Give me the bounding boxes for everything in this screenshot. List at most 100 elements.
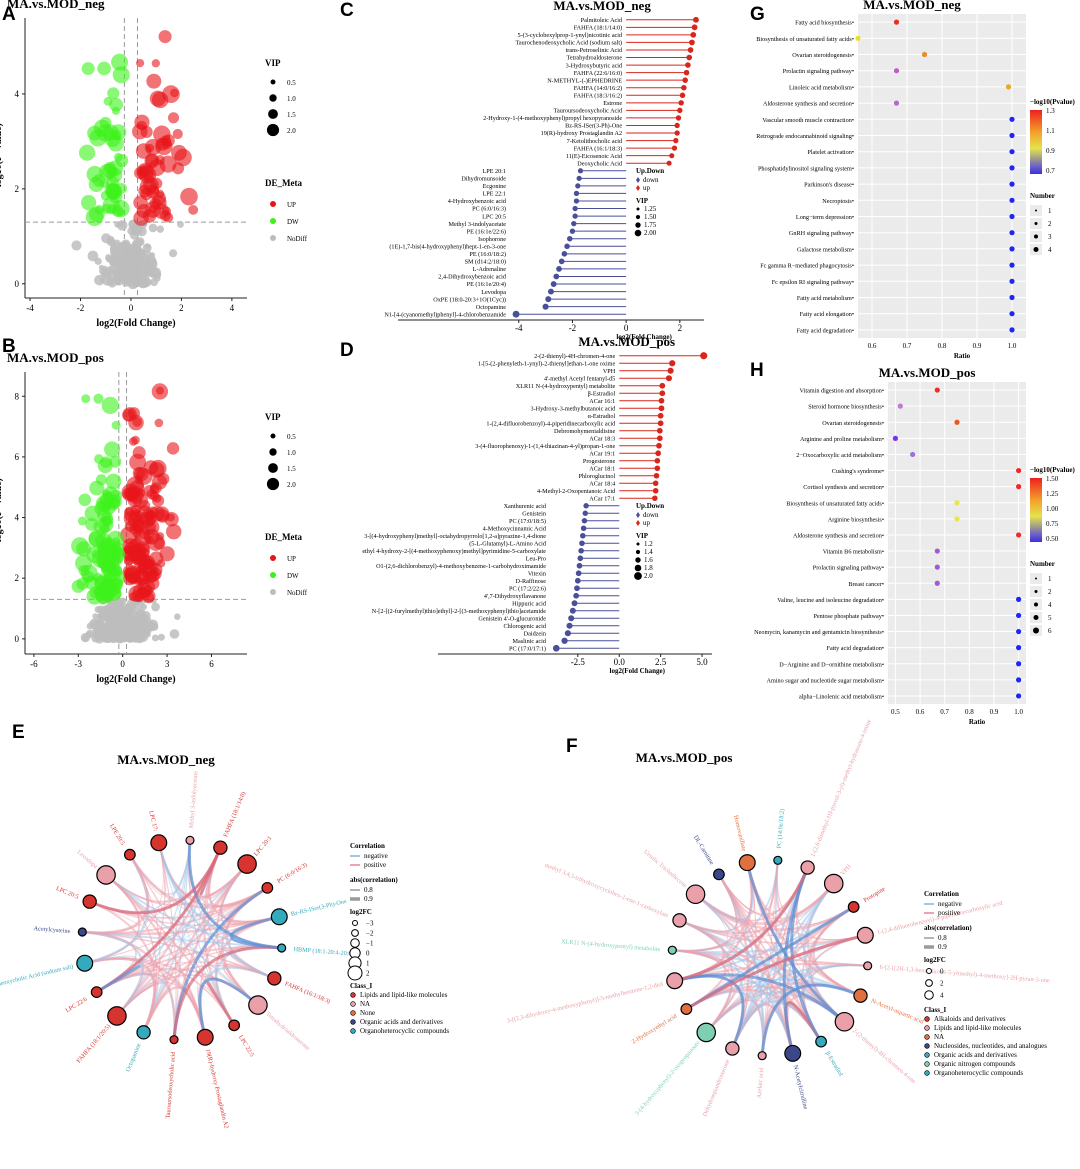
legend-up-label: up xyxy=(643,519,651,527)
kegg-bubble-neg: MA.vs.MOD_neg Fatty acid biosynthesis• Bio… xyxy=(756,0,1075,360)
lollipop-point xyxy=(577,555,584,562)
metabolite-label: LPE 20:5 xyxy=(108,823,126,847)
legend-vip-dot xyxy=(634,572,642,580)
lollipop-label: Levodopa xyxy=(481,289,506,296)
legend-number-dot xyxy=(1034,602,1038,607)
pathway-point xyxy=(1009,278,1015,284)
nodiff-point xyxy=(98,612,106,620)
lollipop-point xyxy=(665,375,672,382)
lollipop-point xyxy=(575,183,581,189)
lollipop-label: (5-L-Glutamyl)-L-Amino Acid xyxy=(469,540,547,547)
metabolite-label: Azelaic acid xyxy=(756,1067,766,1099)
lollipop-label: FAHFA (18:3/16:2) xyxy=(574,92,622,99)
legend-up-marker xyxy=(636,520,640,526)
lollipop-label: Progesterone xyxy=(583,458,616,465)
up-point xyxy=(133,536,142,546)
metabolite-node xyxy=(863,961,873,971)
nodiff-point xyxy=(94,274,105,286)
dw-point xyxy=(95,474,107,486)
y-tick-label: 0 xyxy=(15,279,20,289)
dw-point xyxy=(110,497,121,508)
x-tick-label: 0 xyxy=(624,323,629,333)
dw-point xyxy=(97,61,111,76)
pathway-point xyxy=(1009,149,1015,155)
lollipop-point xyxy=(561,637,568,644)
metabolite-label: LPC 22:6 xyxy=(64,996,88,1014)
legend-class-dot xyxy=(924,1043,930,1049)
pathway-point xyxy=(1009,262,1015,268)
legend-title-number: Number xyxy=(1030,560,1055,568)
dw-point xyxy=(110,129,122,141)
legend-abs-label: 0.8 xyxy=(364,886,373,894)
lollipop-point xyxy=(667,367,674,374)
x-axis-label: Ratio xyxy=(954,352,971,360)
lollipop-point xyxy=(686,54,693,61)
legend-title-updown: Up.Down xyxy=(636,167,664,175)
legend-negative-label: negative xyxy=(364,852,388,860)
pathway-point xyxy=(1016,677,1022,683)
legend-vip-dot xyxy=(635,214,641,220)
dw-point xyxy=(88,529,107,548)
up-point xyxy=(166,442,180,455)
metabolite-node xyxy=(773,855,783,865)
up-point xyxy=(137,120,147,131)
nodiff-point xyxy=(109,245,117,253)
x-tick-label: 0.7 xyxy=(903,342,912,350)
lollipop-point xyxy=(674,130,680,136)
lollipop-label: Phloroglucinol xyxy=(578,473,615,480)
lollipop-label: Palmitoleic Acid xyxy=(581,17,623,24)
legend-vip-dot xyxy=(266,123,280,137)
pathway-label: D−Arginine and D−ornithine metabolism• xyxy=(779,661,884,668)
lollipop-label: Xanthurenic acid xyxy=(504,503,547,510)
pathway-label: Vitamin digestion and absorption• xyxy=(800,388,884,395)
metabolite-node xyxy=(77,927,87,937)
lollipop-point xyxy=(677,107,683,114)
up-point xyxy=(135,59,145,68)
metabolite-node xyxy=(738,854,756,872)
legend-class-dot xyxy=(350,992,356,998)
metabolite-node xyxy=(784,1044,802,1062)
lollipop-point xyxy=(582,510,588,516)
legend-log2fc-label: 0 xyxy=(366,950,370,958)
legend-vip-label: 1.0 xyxy=(287,449,296,457)
pathway-point xyxy=(954,516,960,522)
pathway-label: Steroid hormone biosynthesis• xyxy=(808,404,884,411)
panel-label-f: F xyxy=(566,736,578,757)
dw-point xyxy=(71,579,85,593)
legend-vip-dot xyxy=(270,433,276,439)
dw-point xyxy=(111,53,129,71)
nodiff-point xyxy=(148,619,159,630)
metabolite-label: N-Acetyl-aspartic acid xyxy=(870,997,925,1025)
legend-vip-label: 2.0 xyxy=(644,572,653,580)
lollipop-label: FAHFA (18:1/14:0) xyxy=(574,25,622,32)
dw-point xyxy=(78,144,96,161)
dw-point xyxy=(109,97,123,112)
legend-class-dot xyxy=(350,1019,356,1025)
colorbar-tick-label: 1.3 xyxy=(1046,107,1055,115)
lollipop-label: 1-[5-(2-phenyleth-1-ynyl)-2-thienyl]etha… xyxy=(478,360,616,367)
metabolite-label: LPC 17: xyxy=(147,810,159,832)
lollipop-label: O1-(2,6-dichlorobenzyl)-4-methoxybenzene… xyxy=(376,563,546,570)
x-tick-label: -6 xyxy=(30,659,38,669)
dw-point xyxy=(100,456,112,468)
pathway-label: Prolactin signaling pathway• xyxy=(783,68,854,75)
dw-point xyxy=(85,208,104,227)
pathway-point xyxy=(1016,693,1022,699)
metabolite-label: Tetrahydroaldosterone xyxy=(264,1011,311,1053)
pathway-point xyxy=(892,435,898,441)
metabolite-label: DL-Carnitine xyxy=(692,834,715,866)
lollipop-point xyxy=(689,39,695,46)
lollipop-point xyxy=(569,607,576,614)
plot-title: MA.vs.MOD_pos xyxy=(879,365,976,380)
lollipop-label: Maslinic acid xyxy=(512,638,546,645)
lollipop-point xyxy=(578,547,584,554)
colorbar-tick-label: 1.1 xyxy=(1046,127,1055,135)
pathway-point xyxy=(1016,484,1022,490)
pathway-point xyxy=(1016,661,1022,667)
legend-group-dot xyxy=(270,235,276,241)
correlation-edge-strong xyxy=(685,933,866,1011)
dw-point xyxy=(95,588,112,605)
legend-vip-label: 0.5 xyxy=(287,79,296,87)
pathway-label: Long−term depression• xyxy=(796,214,854,221)
legend-class-dot xyxy=(924,1061,930,1067)
